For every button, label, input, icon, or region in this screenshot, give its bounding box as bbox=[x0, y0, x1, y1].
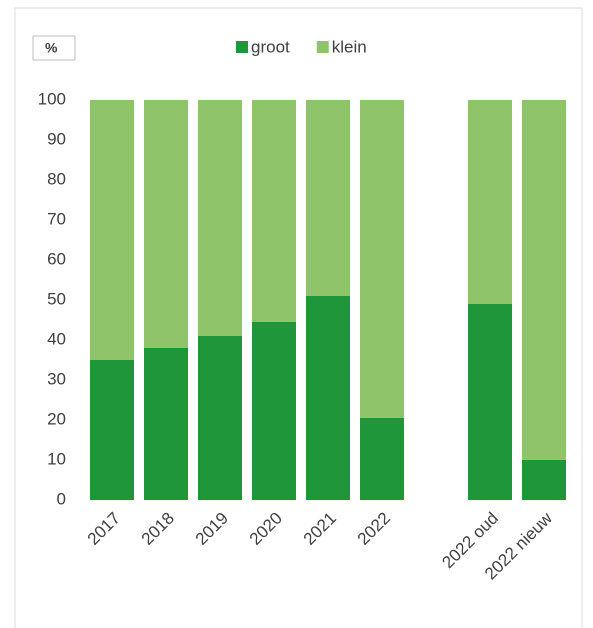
bar-segment bbox=[522, 100, 566, 460]
y-tick-label: 30 bbox=[47, 369, 66, 388]
bar-segment bbox=[468, 100, 512, 304]
y-tick-label: 20 bbox=[47, 409, 66, 428]
y-tick-label: 90 bbox=[47, 129, 66, 148]
unit-label: % bbox=[45, 40, 58, 56]
bar-segment bbox=[522, 460, 566, 500]
unit-box bbox=[32, 35, 76, 61]
y-tick-label: 50 bbox=[47, 289, 66, 308]
x-tick-label: 2017 bbox=[84, 509, 124, 549]
bar-segment bbox=[306, 100, 350, 296]
bar-segment bbox=[198, 100, 242, 336]
legend-label: groot bbox=[251, 37, 290, 56]
y-tick-label: 80 bbox=[47, 169, 66, 188]
bar-segment bbox=[360, 418, 404, 500]
bar-segment bbox=[198, 336, 242, 500]
x-tick-label: 2020 bbox=[246, 509, 286, 549]
y-tick-label: 40 bbox=[47, 329, 66, 348]
chart-frame bbox=[14, 7, 583, 628]
bar-segment bbox=[144, 100, 188, 348]
legend-label: klein bbox=[332, 37, 367, 56]
bar-segment bbox=[252, 100, 296, 322]
bar-segment bbox=[468, 304, 512, 500]
y-tick-label: 0 bbox=[57, 489, 66, 508]
y-tick-label: 100 bbox=[38, 89, 66, 108]
bar-segment bbox=[306, 296, 350, 500]
y-tick-label: 60 bbox=[47, 249, 66, 268]
bar-segment bbox=[90, 100, 134, 360]
legend-swatch bbox=[236, 41, 248, 53]
x-tick-label: 2022 bbox=[354, 509, 394, 549]
legend-swatch bbox=[316, 41, 329, 53]
bar-segment bbox=[90, 360, 134, 500]
y-tick-label: 10 bbox=[47, 449, 66, 468]
bar-segment bbox=[360, 100, 404, 418]
x-tick-label: 2021 bbox=[300, 509, 340, 549]
bar-segment bbox=[144, 348, 188, 500]
bar-segment bbox=[252, 322, 296, 500]
x-tick-label: 2019 bbox=[192, 509, 232, 549]
y-tick-label: 70 bbox=[47, 209, 66, 228]
x-tick-label: 2018 bbox=[138, 509, 178, 549]
